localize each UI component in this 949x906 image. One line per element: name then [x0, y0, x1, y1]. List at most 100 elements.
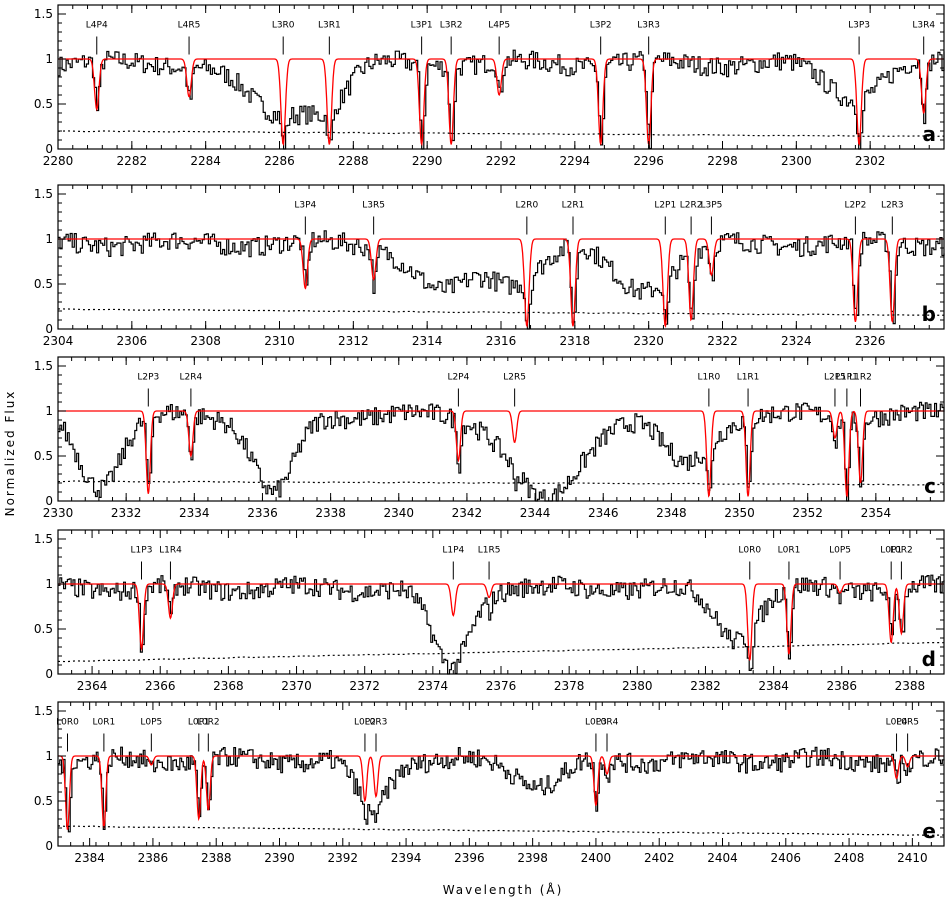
panels: 2280 2282 2284 2286 2288 2290 2292 2294 2296 2298… [34, 4, 945, 865]
panel-frame-b [57, 184, 945, 330]
x-tick-label: 2364 [77, 679, 108, 693]
line-label: L2R1 [562, 201, 585, 211]
x-tick-label: 2304 [43, 334, 74, 348]
x-tick-label: 2392 [328, 851, 359, 865]
line-label: L2P2 [844, 201, 866, 211]
x-tick-label: 2380 [622, 679, 653, 693]
x-tick-label: 2294 [560, 154, 591, 168]
x-tick-label: 2340 [383, 506, 414, 520]
panel-d: 2364 2366 2368 2370 2372 2374 2376 2378 2380 2382… [34, 529, 945, 693]
x-tick-label: 2336 [247, 506, 278, 520]
line-label: L0P5 [829, 546, 851, 556]
y-axis-title: Normalized Flux [3, 390, 17, 517]
y-tick-label: 1 [45, 52, 53, 66]
line-label: L3R1 [318, 21, 341, 31]
line-label: L2R4 [180, 373, 203, 383]
line-label: L2P4 [447, 373, 469, 383]
x-tick-label: 2306 [117, 334, 148, 348]
x-tick-label: 2382 [690, 679, 721, 693]
line-label: L1P4 [442, 546, 464, 556]
x-tick-label: 2352 [792, 506, 823, 520]
x-tick-label: 2302 [855, 154, 886, 168]
x-tick-label: 2282 [117, 154, 148, 168]
spectrum-c [58, 401, 945, 502]
y-tick-label: 0.5 [34, 794, 53, 808]
x-tick-label: 2366 [145, 679, 176, 693]
x-tick-label: 2378 [554, 679, 585, 693]
x-tick-label: 2372 [349, 679, 380, 693]
model-d [58, 583, 944, 661]
y-tick-label: 0.5 [34, 277, 53, 291]
x-tick-label: 2386 [138, 851, 169, 865]
line-label: L0R2 [890, 546, 913, 556]
x-tick-label: 2332 [111, 506, 142, 520]
x-tick-label: 2410 [897, 851, 928, 865]
line-label: L0R0 [56, 718, 79, 728]
x-tick-label: 2314 [412, 334, 443, 348]
y-tick-label: 1 [45, 749, 53, 763]
line-label: L3P2 [590, 21, 612, 31]
x-tick-label: 2326 [855, 334, 886, 348]
x-tick-label: 2344 [520, 506, 551, 520]
x-tick-label: 2370 [281, 679, 312, 693]
x-tick-label: 2288 [338, 154, 369, 168]
line-label: L0P1 [880, 546, 902, 556]
line-label: L1R4 [159, 546, 182, 556]
x-tick-label: 2316 [486, 334, 517, 348]
line-label: L4P4 [86, 21, 108, 31]
x-tick-label: 2298 [707, 154, 738, 168]
x-tick-label: 2322 [707, 334, 738, 348]
x-tick-label: 2300 [781, 154, 812, 168]
line-label: L2R0 [515, 201, 538, 211]
x-tick-label: 2376 [486, 679, 517, 693]
y-tick-label: 0.5 [34, 622, 53, 636]
line-label: L0R3 [365, 718, 388, 728]
line-label: L0R5 [896, 718, 919, 728]
x-tick-label: 2308 [190, 334, 221, 348]
x-tick-label: 2384 [758, 679, 789, 693]
x-tick-label: 2402 [644, 851, 675, 865]
x-tick-label: 2320 [633, 334, 664, 348]
model-a [58, 58, 944, 147]
line-label: L2P5 [824, 373, 846, 383]
line-label: L2P1 [654, 201, 676, 211]
line-label: L1R2 [849, 373, 872, 383]
panel-b: 2304 2306 2308 2310 2312 2314 2316 2318 2320 2322… [34, 184, 945, 348]
x-tick-label: 2310 [264, 334, 295, 348]
y-tick-label: 0 [45, 322, 53, 336]
x-tick-label: 2390 [264, 851, 295, 865]
line-label: L3R4 [912, 21, 935, 31]
x-tick-label: 2338 [315, 506, 346, 520]
x-tick-label: 2388 [201, 851, 232, 865]
line-label: L3R2 [440, 21, 463, 31]
x-tick-label: 2408 [834, 851, 865, 865]
x-tick-label: 2348 [656, 506, 687, 520]
line-label: L4P5 [488, 21, 510, 31]
y-tick-label: 1.5 [34, 7, 53, 21]
y-tick-label: 1 [45, 577, 53, 591]
error-b [57, 308, 945, 316]
x-tick-label: 2398 [517, 851, 548, 865]
panel-frame-d [57, 529, 945, 675]
x-tick-label: 2400 [581, 851, 612, 865]
x-tick-label: 2284 [190, 154, 221, 168]
x-tick-label: 2286 [264, 154, 295, 168]
line-label: L1R5 [478, 546, 501, 556]
model-e [58, 755, 944, 830]
line-label: L0P5 [140, 718, 162, 728]
spectrum-e [58, 746, 945, 833]
x-tick-label: 2318 [560, 334, 591, 348]
x-tick-label: 2350 [724, 506, 755, 520]
line-label: L3R0 [272, 21, 295, 31]
y-tick-label: 1 [45, 232, 53, 246]
x-tick-label: 2324 [781, 334, 812, 348]
x-tick-label: 2330 [43, 506, 74, 520]
x-tick-label: 2312 [338, 334, 369, 348]
panel-e: 2384 2386 2388 2390 2392 2394 2396 2398 2400 2402… [34, 701, 945, 865]
spectrum-a [58, 49, 945, 150]
x-tick-label: 2290 [412, 154, 443, 168]
line-label: L1R1 [737, 373, 760, 383]
y-tick-label: 1.5 [34, 532, 53, 546]
x-tick-label: 2368 [213, 679, 244, 693]
line-label: L2R5 [503, 373, 526, 383]
